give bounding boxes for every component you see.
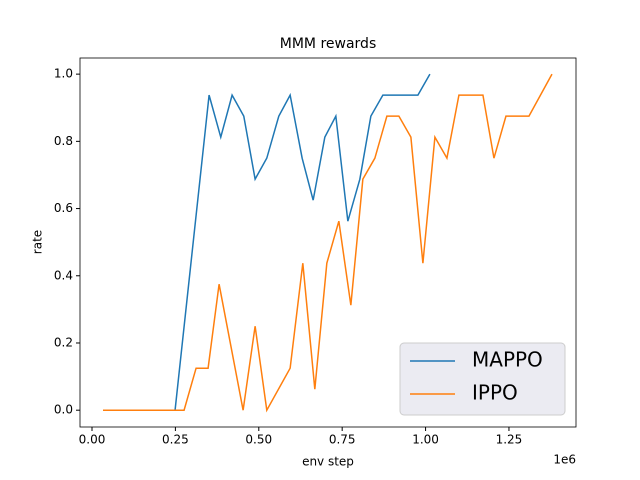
x-tick-label: 1.00	[412, 433, 439, 447]
series-line	[103, 73, 431, 411]
y-tick-label: 0.0	[54, 403, 73, 417]
y-tick-label: 1.0	[54, 67, 73, 81]
x-tick-label: 0.75	[329, 433, 356, 447]
plot-frame	[79, 57, 577, 428]
x-tick-label: 0.50	[245, 433, 272, 447]
legend: MAPPO IPPO	[399, 342, 566, 416]
x-axis-label: env step	[302, 455, 354, 469]
x-tick-label: 1.25	[496, 433, 523, 447]
chart-title: MMM rewards	[280, 36, 376, 52]
series-line	[103, 73, 553, 413]
legend-label: MAPPO	[472, 348, 543, 372]
y-tick-label: 0.4	[54, 268, 73, 282]
x-tick-label: 0.25	[162, 433, 189, 447]
legend-label: IPPO	[472, 381, 518, 405]
y-tick-label: 0.8	[54, 134, 73, 148]
y-tick-label: 0.2	[54, 335, 73, 349]
y-tick-label: 0.6	[54, 201, 73, 215]
x-tick-label: 0.00	[79, 433, 106, 447]
y-axis-label: rate	[31, 230, 45, 254]
x-offset-label: 1e6	[553, 453, 576, 467]
